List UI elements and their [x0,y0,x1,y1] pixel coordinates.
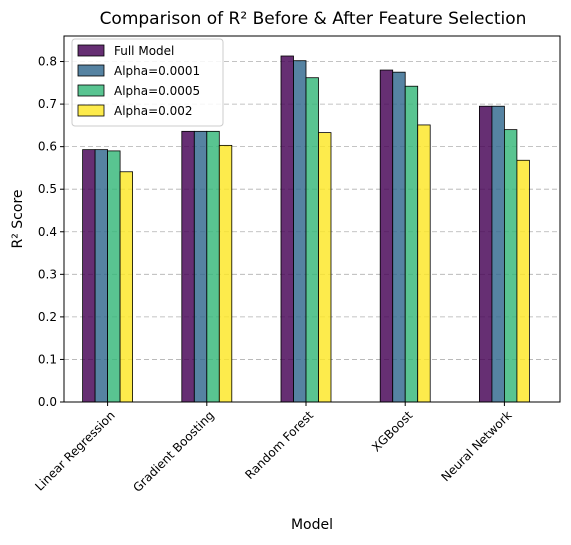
chart-title: Comparison of R² Before & After Feature … [100,9,527,29]
bar [107,150,121,403]
y-tick-label: 0.7 [38,97,57,111]
bar [181,130,195,403]
legend-swatch [77,64,105,77]
legend: Full Model Alpha=0.0001 Alpha=0.0005 Alpha=… [71,38,224,127]
legend-box [71,38,224,127]
x-axis-ticks: Linear Regression Gradient Boosting Random… [32,402,515,495]
x-tick-label: Gradient Boosting [130,408,217,495]
y-tick-label: 0.8 [38,55,57,69]
x-tick-label: Linear Regression [32,408,117,493]
bar [379,69,394,403]
y-tick-label: 0.4 [38,225,57,239]
bar [293,60,307,403]
bar [491,105,505,403]
bar [82,149,96,403]
y-axis-label: R² Score [10,189,26,248]
x-axis-label: Model [291,517,333,533]
bar [516,159,530,403]
bar [404,85,419,403]
bar [417,124,431,403]
legend-label: Alpha=0.0001 [114,64,200,78]
y-tick-label: 0.3 [38,267,57,281]
y-tick-label: 0.0 [38,395,57,409]
y-tick-label: 0.6 [38,140,57,154]
bar [193,130,208,403]
bar [318,132,332,403]
legend-label: Alpha=0.0005 [114,84,200,98]
bar [206,130,220,403]
bar [392,71,406,403]
x-tick-label: Random Forest [242,408,316,482]
legend-label: Full Model [114,44,174,58]
bar [305,77,319,403]
bar [478,105,493,403]
legend-swatch [77,84,105,97]
x-tick-label: Neural Network [438,408,514,484]
bar [218,144,233,403]
plot-frame [63,35,561,403]
legend-swatch [77,44,105,57]
bar [94,149,108,403]
y-tick-label: 0.1 [38,352,57,366]
bar [503,129,518,403]
y-axis-ticks: 0.0 0.1 0.2 0.3 0.4 0.5 0.6 0.7 0.8 [38,55,64,409]
legend-label: Alpha=0.002 [114,104,193,118]
bars [82,55,530,403]
x-tick-label: XGBoost [369,408,415,454]
bar [280,55,294,403]
legend-swatch [77,104,105,117]
y-tick-label: 0.2 [38,310,57,324]
y-tick-label: 0.5 [38,182,57,196]
bar [119,171,133,403]
